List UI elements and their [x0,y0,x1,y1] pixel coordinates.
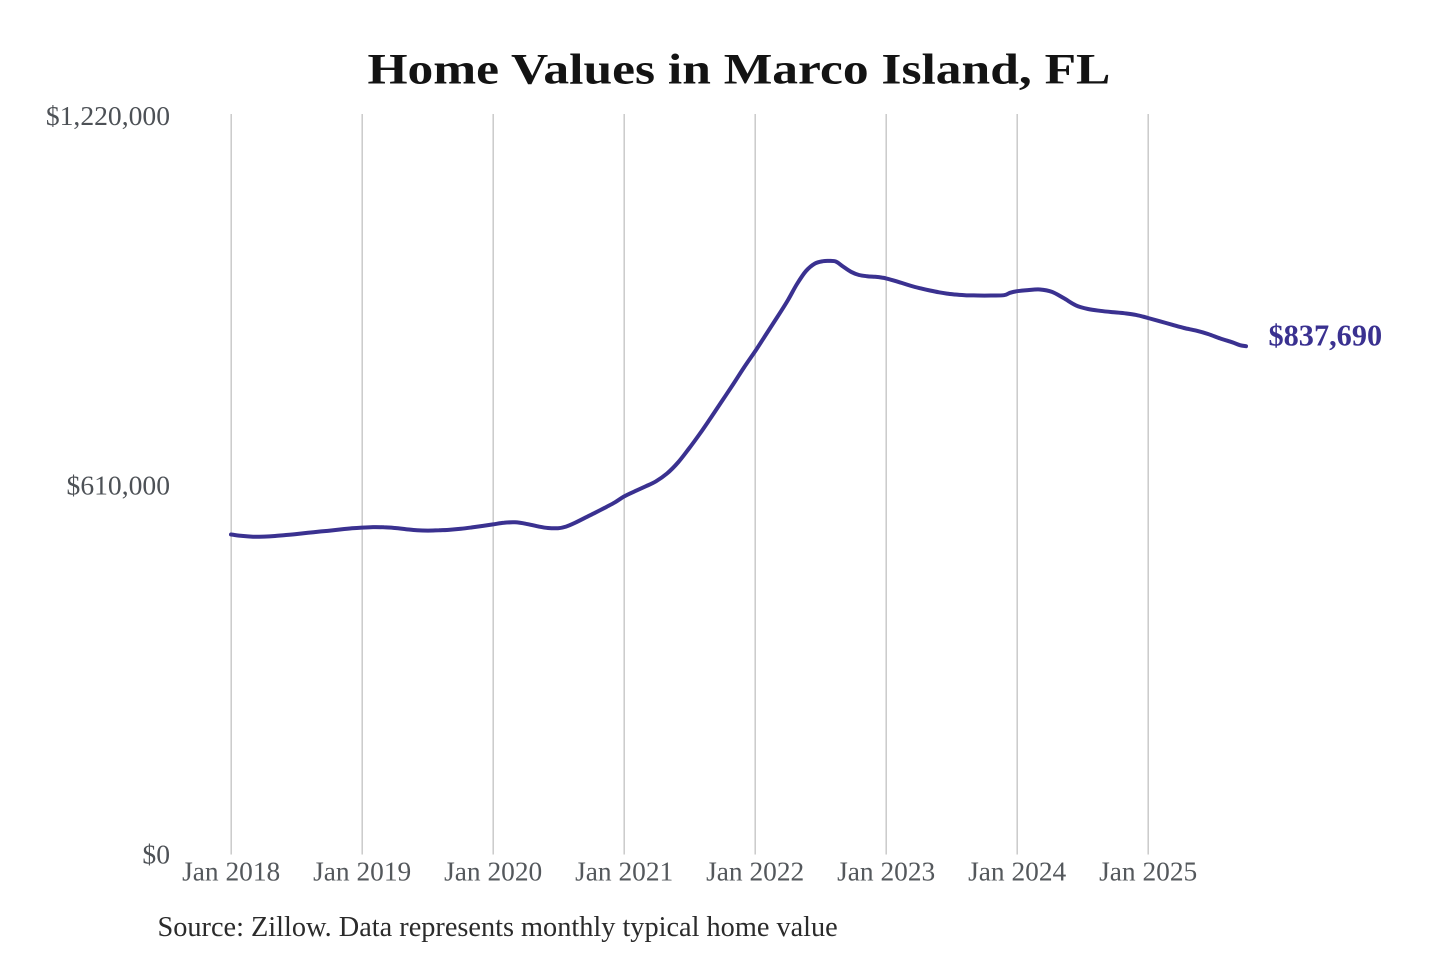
svg-text:Home Values in Marco Island, F: Home Values in Marco Island, FL [368,46,1111,93]
svg-text:Jan 2023: Jan 2023 [837,857,935,887]
svg-text:Jan 2021: Jan 2021 [575,857,673,887]
svg-text:Jan 2025: Jan 2025 [1099,857,1197,887]
svg-text:Source: Zillow. Data represent: Source: Zillow. Data represents monthly … [158,912,838,943]
svg-text:$610,000: $610,000 [67,470,170,501]
svg-text:Jan 2024: Jan 2024 [968,857,1066,887]
svg-text:$1,220,000: $1,220,000 [46,100,170,131]
svg-text:$837,690: $837,690 [1269,319,1383,353]
svg-text:Jan 2020: Jan 2020 [444,857,542,887]
svg-text:Jan 2022: Jan 2022 [706,857,804,887]
svg-text:Jan 2019: Jan 2019 [313,857,411,887]
svg-text:$0: $0 [142,839,170,870]
svg-text:Jan 2018: Jan 2018 [182,857,280,887]
